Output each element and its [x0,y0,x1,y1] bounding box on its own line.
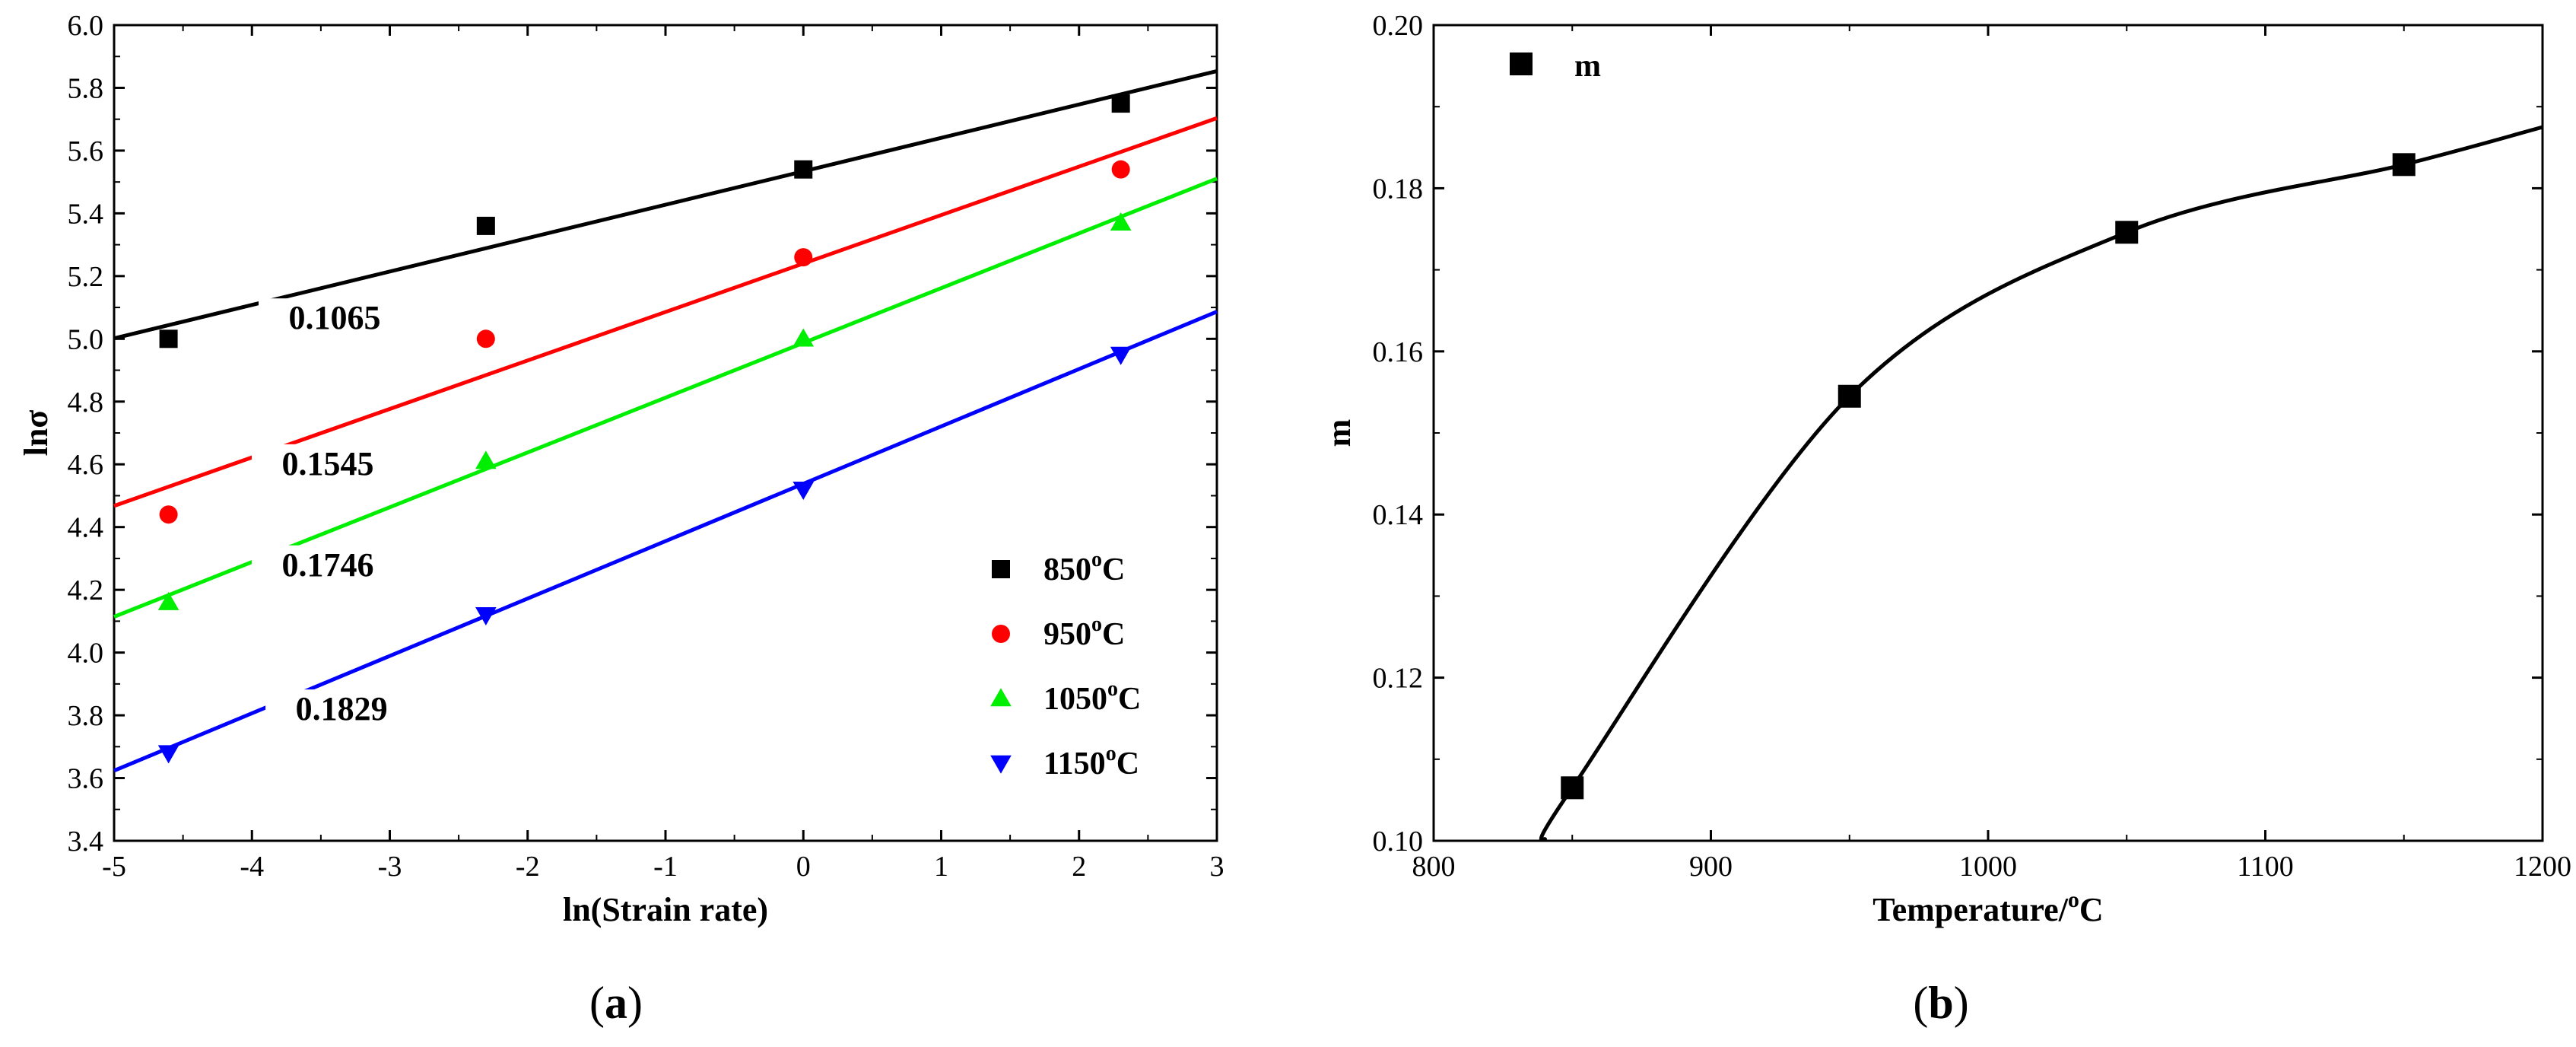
y-tick-label: 3.4 [68,826,104,858]
marker-850 [794,160,813,179]
x-tick-label: 2 [1072,851,1086,883]
x-tick-label: -3 [378,851,402,883]
chart-a-panel-label: (a) [589,978,643,1028]
y-tick-label: 4.2 [68,574,104,606]
chart-a-markers [157,94,1132,764]
y-tick-label: 3.6 [68,763,104,795]
y-tick-label: 4.8 [68,387,104,418]
x-tick-label: -2 [516,851,540,883]
chart-b-ticks: 800 900 1000 1100 1200 0.10 0.12 0.14 0.16 0.18 0.… [1373,10,2572,883]
slope-label-bg [251,545,404,587]
marker-950 [476,329,495,348]
x-tick-label: 1200 [2514,851,2571,883]
slope-label-bg [251,444,404,485]
chart-a-legend: 850oC 950oC 1050oC 1150oC [990,548,1141,781]
slope-label-1150: 0.1829 [296,690,388,727]
y-tick-label: 4.6 [68,449,104,481]
chart-b-panel-label: (b) [1913,978,1968,1028]
y-tick-label: 3.8 [68,700,104,732]
y-tick-label: 0.16 [1373,336,1424,368]
chart-a: -5 -4 -3 -2 -1 0 1 2 3 3.4 3.6 3.8 4.0 4.2 4.4 4.6 4.8 5.… [17,10,1224,1028]
marker-m [2392,153,2416,177]
y-tick-label: 5.2 [68,261,104,293]
x-tick-label: -4 [240,851,264,883]
legend-marker-850 [992,560,1010,578]
y-tick-label: 4.4 [68,512,104,544]
x-tick-label: 1000 [1959,851,2017,883]
x-tick-label: 900 [1689,851,1733,883]
marker-1050 [475,450,497,469]
marker-950 [1111,160,1130,179]
y-tick-label: 0.14 [1373,499,1424,531]
x-tick-label: 3 [1210,851,1224,883]
marker-m [1838,384,1861,408]
chart-b: 800 900 1000 1100 1200 0.10 0.12 0.14 0.16 0.18 0.… [1320,10,2571,1028]
legend-label-1150: 1150oC [1043,742,1139,781]
marker-950 [794,248,813,267]
chart-a-ticks: -5 -4 -3 -2 -1 0 1 2 3 3.4 3.6 3.8 4.0 4.2 4.4 4.6 4.8 5.… [68,10,1224,883]
legend-label-1050: 1050oC [1043,677,1141,717]
legend-marker-1050 [990,688,1012,707]
x-tick-label: 1100 [2237,851,2294,883]
x-tick-label: 1 [934,851,948,883]
slope-label-850: 0.1065 [289,299,381,336]
marker-m [1561,776,1584,800]
marker-1050 [792,328,815,347]
marker-m [2115,221,2139,244]
fit-curve-m [1539,125,2543,842]
legend-label-950: 950oC [1043,613,1125,652]
fit-line-950 [113,116,1218,508]
x-tick-label: -1 [653,851,678,883]
y-tick-label: 0.10 [1373,826,1424,858]
legend-label-m: m [1574,49,1601,84]
legend-marker-950 [992,625,1010,643]
chart-a-x-axis-label: ln(Strain rate) [563,891,768,928]
marker-1050 [1110,212,1132,231]
y-tick-label: 5.4 [68,198,104,230]
x-tick-label: 800 [1412,851,1456,883]
y-tick-label: 0.12 [1373,663,1424,695]
y-tick-label: 4.0 [68,638,104,670]
chart-b-x-axis-label: Temperature/oC [1872,887,2103,928]
legend-label-850: 850oC [1043,548,1125,587]
chart-a-y-axis-label: lnσ [17,410,55,457]
marker-1050 [157,591,179,610]
chart-a-fit-lines [113,68,1218,773]
chart-b-y-axis-label: m [1320,419,1358,447]
marker-1150 [475,606,497,625]
legend-marker-1150 [990,755,1012,774]
marker-1150 [157,745,179,764]
slope-label-1050: 0.1746 [281,546,373,584]
marker-1150 [792,482,815,501]
marker-850 [1111,94,1130,113]
y-tick-label: 5.0 [68,323,104,355]
marker-950 [159,505,178,524]
marker-850 [476,216,495,235]
marker-850 [159,329,178,348]
x-tick-label: -5 [102,851,126,883]
legend-marker-m [1510,53,1533,75]
x-tick-label: 0 [796,851,811,883]
chart-b-fit-curve [1539,125,2543,842]
y-tick-label: 5.8 [68,72,104,104]
slope-label-bg [259,298,411,340]
chart-b-legend: m [1510,49,1601,84]
y-tick-label: 5.6 [68,135,104,167]
slope-label-950: 0.1545 [281,445,373,482]
y-tick-label: 0.20 [1373,10,1424,42]
chart-a-slope-labels: 0.1065 0.1545 0.1746 0.1829 [251,298,418,731]
y-tick-label: 6.0 [68,10,104,42]
chart-b-markers [1561,153,2416,800]
chart-b-plot-frame [1432,24,2544,842]
marker-1150 [1110,346,1132,365]
y-tick-label: 0.18 [1373,173,1424,205]
slope-label-bg [265,689,418,731]
fit-line-850 [113,68,1218,341]
fit-line-1050 [113,177,1218,619]
